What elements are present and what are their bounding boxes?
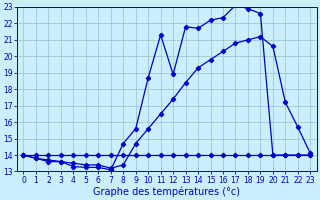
X-axis label: Graphe des températures (°c): Graphe des températures (°c) [93, 186, 240, 197]
